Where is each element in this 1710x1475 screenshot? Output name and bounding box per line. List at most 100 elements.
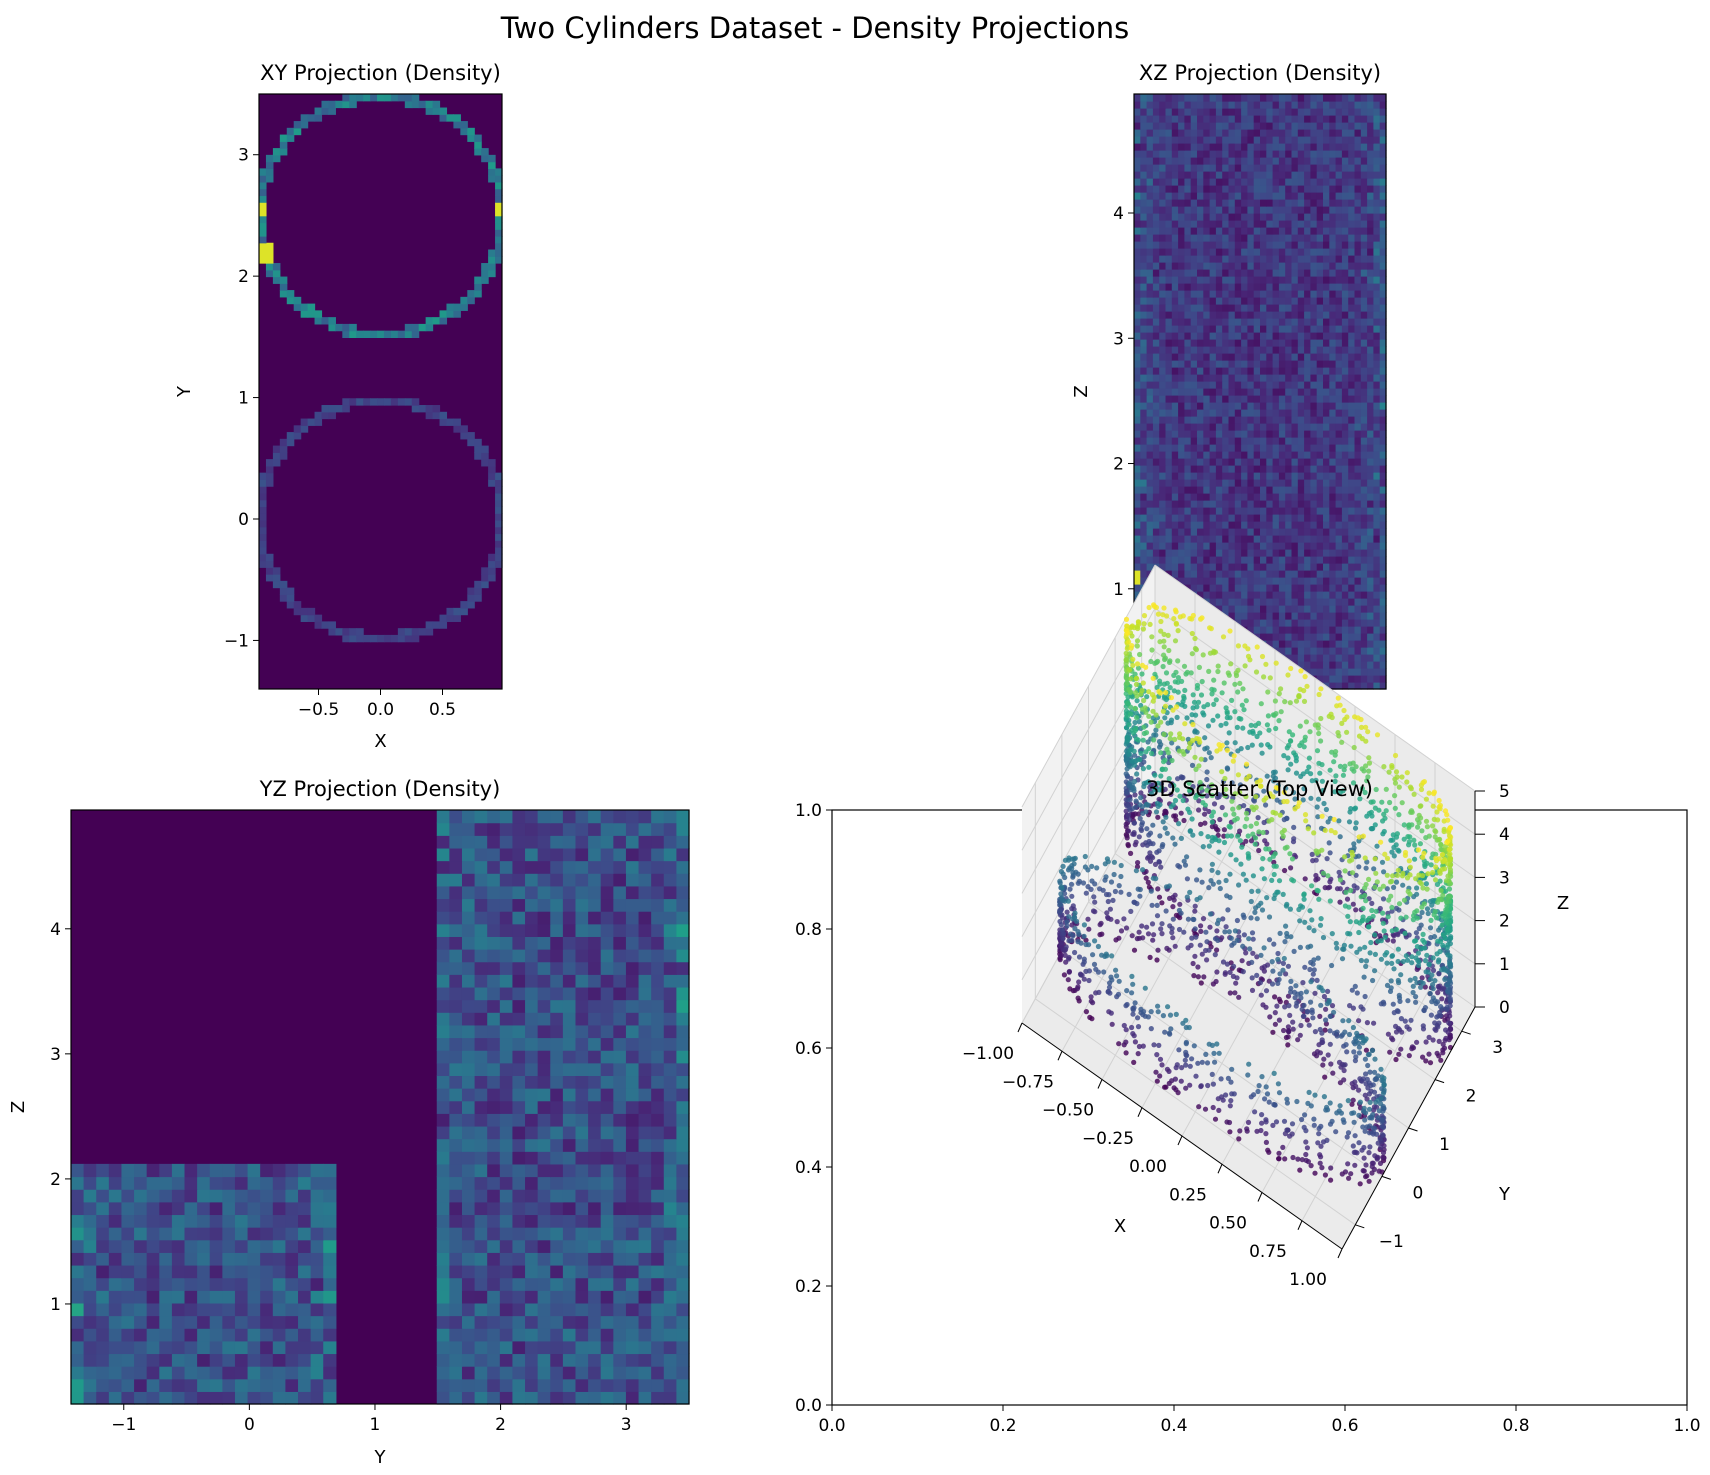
heatmap-cell xyxy=(1228,521,1236,529)
heatmap-cell xyxy=(1215,507,1223,515)
heatmap-cell xyxy=(1152,493,1160,501)
heatmap-cell xyxy=(1348,248,1356,256)
heatmap-cell xyxy=(1285,437,1293,445)
heatmap-cell xyxy=(1184,570,1192,578)
heatmap-cell xyxy=(146,1315,160,1329)
heatmap-cell xyxy=(1197,416,1204,424)
heatmap-cell xyxy=(1379,570,1387,578)
heatmap-cell xyxy=(1278,129,1286,137)
heatmap-cell xyxy=(663,1302,677,1317)
heatmap-cell xyxy=(481,263,489,271)
heatmap-cell xyxy=(1310,388,1318,396)
heatmap-cell xyxy=(1329,199,1337,207)
heatmap-cell xyxy=(1341,255,1349,263)
heatmap-cell xyxy=(1146,255,1154,263)
heatmap-cell xyxy=(525,1050,539,1064)
heatmap-cell xyxy=(1341,122,1349,130)
heatmap-cell xyxy=(537,1113,551,1127)
heatmap-cell xyxy=(562,1239,577,1253)
heatmap-cell xyxy=(1241,339,1248,347)
heatmap-cell xyxy=(550,1024,564,1039)
heatmap-cell xyxy=(439,107,448,115)
heatmap-cell xyxy=(474,923,488,937)
heatmap-cell xyxy=(1379,353,1387,361)
heatmap-cell xyxy=(1241,381,1248,389)
heatmap-cell xyxy=(1247,444,1255,452)
heatmap-cell xyxy=(1197,115,1204,123)
heatmap-cell xyxy=(446,614,454,622)
heatmap-cell xyxy=(550,1353,564,1367)
heatmap-cell xyxy=(600,1100,614,1114)
heatmap-cell xyxy=(1234,234,1242,242)
heatmap-cell xyxy=(1184,556,1192,564)
heatmap-cell xyxy=(562,1012,577,1026)
heatmap-cell xyxy=(1159,500,1167,508)
heatmap-cell xyxy=(1304,472,1311,480)
heatmap-cell xyxy=(562,1340,577,1355)
heatmap-cell xyxy=(1197,360,1204,368)
heatmap-cell xyxy=(474,141,482,149)
heatmap-cell xyxy=(1197,206,1204,214)
heatmap-cell xyxy=(1297,213,1305,221)
heatmap-cell xyxy=(1209,227,1217,235)
heatmap-cell xyxy=(1253,570,1261,578)
heatmap-cell xyxy=(562,1113,577,1127)
heatmap-cell xyxy=(1234,374,1242,382)
heatmap-cell xyxy=(1253,612,1261,620)
heatmap-cell xyxy=(562,1201,577,1216)
heatmap-cell xyxy=(1367,325,1374,333)
heatmap-cell xyxy=(1247,332,1255,340)
heatmap-cell xyxy=(651,986,665,1001)
heatmap-cell xyxy=(1360,493,1368,501)
heatmap-cell xyxy=(1373,353,1381,361)
heatmap-cell xyxy=(1335,255,1343,263)
heatmap-cell xyxy=(1360,556,1368,564)
heatmap-cell xyxy=(600,1163,614,1178)
heatmap-cell xyxy=(323,1315,337,1329)
heatmap-cell xyxy=(1285,206,1293,214)
heatmap-cell xyxy=(1373,388,1381,396)
heatmap-cell xyxy=(474,594,482,602)
heatmap-cell xyxy=(1184,255,1192,263)
heatmap-cell xyxy=(121,1366,135,1380)
heatmap-cell xyxy=(1379,465,1387,473)
heatmap-cell xyxy=(1165,269,1173,277)
heatmap-cell xyxy=(1348,171,1356,179)
heatmap-cell xyxy=(1278,528,1286,536)
heatmap-cell xyxy=(1203,143,1211,151)
heatmap-cell xyxy=(1253,255,1261,263)
heatmap-cell xyxy=(1197,549,1204,557)
heatmap-cell xyxy=(1367,311,1374,319)
heatmap-cell xyxy=(1247,388,1255,396)
heatmap-cell xyxy=(1291,367,1299,375)
heatmap-cell xyxy=(1379,339,1387,347)
heatmap-cell xyxy=(588,1176,602,1190)
heatmap-cell xyxy=(1197,227,1204,235)
heatmap-cell xyxy=(1228,164,1236,172)
heatmap-cell xyxy=(1285,542,1293,550)
heatmap-cell xyxy=(651,1340,665,1355)
heatmap-cell xyxy=(1335,311,1343,319)
heatmap-cell xyxy=(1134,157,1141,165)
heatmap-cell xyxy=(1354,542,1362,550)
heatmap-cell xyxy=(550,1366,564,1380)
heatmap-cell xyxy=(1241,451,1248,459)
heatmap-cell xyxy=(1360,150,1368,158)
heatmap-cell xyxy=(625,961,640,975)
heatmap-cell xyxy=(461,1088,476,1102)
heatmap-cell xyxy=(1171,136,1179,144)
heatmap-cell xyxy=(449,974,463,988)
heatmap-cell xyxy=(1253,192,1261,200)
heatmap-cell xyxy=(1297,248,1305,256)
heatmap-cell xyxy=(1222,423,1230,431)
heatmap-cell xyxy=(1197,458,1204,466)
heatmap-cell xyxy=(1360,360,1368,368)
heatmap-cell xyxy=(146,1290,160,1304)
heatmap-cell xyxy=(1291,178,1299,186)
heatmap-cell xyxy=(1316,325,1324,333)
heatmap-cell xyxy=(1367,290,1374,298)
heatmap-cell xyxy=(1184,402,1192,410)
heatmap-cell xyxy=(1323,220,1330,228)
heatmap-cell xyxy=(247,1239,261,1253)
heatmap-cell xyxy=(1297,164,1305,172)
